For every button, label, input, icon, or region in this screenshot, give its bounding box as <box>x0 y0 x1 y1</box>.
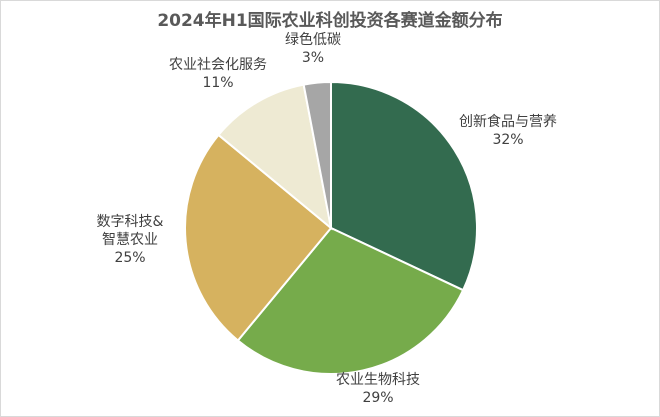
chart-title: 2024年H1国际农业科创投资各赛道金额分布 <box>157 11 503 31</box>
label-digital-smart-agri: 数字科技&智慧农业 25% <box>97 214 164 266</box>
slice-value-label: 25% <box>114 250 145 266</box>
slice-agri-biotech <box>236 226 465 375</box>
slice-innovative-food <box>330 80 478 292</box>
slice-value-label: 11% <box>202 75 233 91</box>
slice-green-low-carbon <box>302 80 332 229</box>
slice-value-label: 32% <box>492 132 523 148</box>
slice-category-label: 智慧农业 <box>102 232 158 248</box>
slice-category-label: 绿色低碳 <box>285 31 341 48</box>
slice-value-label: 3% <box>302 50 324 66</box>
slice-category-label: 创新食品与营养 <box>459 113 557 130</box>
label-green-low-carbon: 绿色低碳 3% <box>285 31 341 66</box>
slice-digital-smart-agri <box>184 133 333 342</box>
label-innovative-food: 创新食品与营养 32% <box>459 113 557 148</box>
slice-value-label: 29% <box>362 390 393 406</box>
slice-category-label: 农业生物科技 <box>336 372 420 388</box>
label-agri-biotech: 农业生物科技 29% <box>336 372 420 406</box>
slice-agri-services <box>217 83 333 231</box>
slice-category-label: 数字科技& <box>97 214 164 230</box>
slice-category-label: 农业社会化服务 <box>169 57 267 73</box>
label-agri-services: 农业社会化服务 11% <box>169 57 267 91</box>
